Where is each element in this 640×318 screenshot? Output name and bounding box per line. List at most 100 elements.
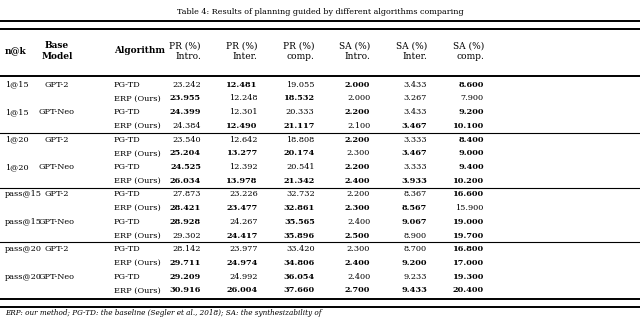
Text: PG-TD: PG-TD <box>114 163 141 171</box>
Text: 8.400: 8.400 <box>458 135 484 144</box>
Text: 12.481: 12.481 <box>227 81 258 89</box>
Text: pass@15: pass@15 <box>5 218 42 226</box>
Text: SA (%)
Inter.: SA (%) Inter. <box>396 41 427 61</box>
Text: 3.333: 3.333 <box>403 135 427 144</box>
Text: 29.209: 29.209 <box>170 273 201 281</box>
Text: 24.384: 24.384 <box>172 122 201 130</box>
Text: 29.711: 29.711 <box>170 259 201 267</box>
Text: 15.900: 15.900 <box>456 204 484 212</box>
Text: 28.142: 28.142 <box>172 245 201 253</box>
Text: PG-TD: PG-TD <box>114 135 141 144</box>
Text: 1@15: 1@15 <box>5 108 29 116</box>
Text: n@k: n@k <box>5 46 27 55</box>
Text: 17.000: 17.000 <box>453 259 484 267</box>
Text: 8.600: 8.600 <box>458 81 484 89</box>
Text: 23.540: 23.540 <box>172 135 201 144</box>
Text: 18.808: 18.808 <box>286 135 315 144</box>
Text: ERP (Ours): ERP (Ours) <box>114 149 161 157</box>
Text: PR (%)
comp.: PR (%) comp. <box>283 41 315 61</box>
Text: 2.700: 2.700 <box>345 287 370 294</box>
Text: 3.467: 3.467 <box>401 149 427 157</box>
Text: 2.400: 2.400 <box>347 273 370 281</box>
Text: 21.342: 21.342 <box>284 177 315 185</box>
Text: 20.400: 20.400 <box>453 287 484 294</box>
Text: PR (%)
Inter.: PR (%) Inter. <box>227 41 258 61</box>
Text: 19.055: 19.055 <box>286 81 315 89</box>
Text: 24.974: 24.974 <box>227 259 258 267</box>
Text: SA (%)
comp.: SA (%) comp. <box>452 41 484 61</box>
Text: PG-TD: PG-TD <box>114 273 141 281</box>
Text: 24.417: 24.417 <box>227 232 258 240</box>
Text: pass@20: pass@20 <box>5 245 42 253</box>
Text: 27.873: 27.873 <box>172 190 201 198</box>
Text: 23.477: 23.477 <box>227 204 258 212</box>
Text: 12.301: 12.301 <box>229 108 258 116</box>
Text: 10.100: 10.100 <box>452 122 484 130</box>
Text: 36.054: 36.054 <box>284 273 315 281</box>
Text: PG-TD: PG-TD <box>114 218 141 226</box>
Text: 2.000: 2.000 <box>345 81 370 89</box>
Text: 2.400: 2.400 <box>347 218 370 226</box>
Text: 18.532: 18.532 <box>284 94 315 102</box>
Text: 20.333: 20.333 <box>286 108 315 116</box>
Text: GPT-Neo: GPT-Neo <box>39 163 75 171</box>
Text: 19.700: 19.700 <box>452 232 484 240</box>
Text: 9.067: 9.067 <box>401 218 427 226</box>
Text: 23.977: 23.977 <box>229 245 258 253</box>
Text: PR (%)
Intro.: PR (%) Intro. <box>170 41 201 61</box>
Text: SA (%)
Intro.: SA (%) Intro. <box>339 41 370 61</box>
Text: 2.100: 2.100 <box>347 122 370 130</box>
Text: 8.700: 8.700 <box>404 245 427 253</box>
Text: 37.660: 37.660 <box>284 287 315 294</box>
Text: 2.400: 2.400 <box>345 259 370 267</box>
Text: 8.900: 8.900 <box>404 232 427 240</box>
Text: 2.200: 2.200 <box>345 135 370 144</box>
Text: 28.421: 28.421 <box>170 204 201 212</box>
Text: 2.200: 2.200 <box>347 190 370 198</box>
Text: 23.242: 23.242 <box>172 81 201 89</box>
Text: 26.034: 26.034 <box>170 177 201 185</box>
Text: 1@15: 1@15 <box>5 81 29 89</box>
Text: Table 4: Results of planning guided by different algorithms comparing: Table 4: Results of planning guided by d… <box>177 8 463 16</box>
Text: ERP (Ours): ERP (Ours) <box>114 259 161 267</box>
Text: 20.174: 20.174 <box>284 149 315 157</box>
Text: 26.004: 26.004 <box>227 287 258 294</box>
Text: 2.200: 2.200 <box>345 108 370 116</box>
Text: 3.267: 3.267 <box>404 94 427 102</box>
Text: 33.420: 33.420 <box>286 245 315 253</box>
Text: 28.928: 28.928 <box>170 218 201 226</box>
Text: 24.399: 24.399 <box>170 108 201 116</box>
Text: 2.300: 2.300 <box>347 149 370 157</box>
Text: 8.567: 8.567 <box>402 204 427 212</box>
Text: 35.896: 35.896 <box>284 232 315 240</box>
Text: 13.277: 13.277 <box>227 149 258 157</box>
Text: 9.200: 9.200 <box>401 259 427 267</box>
Text: GPT-2: GPT-2 <box>45 245 69 253</box>
Text: 12.490: 12.490 <box>227 122 258 130</box>
Text: 10.200: 10.200 <box>453 177 484 185</box>
Text: Base
Model: Base Model <box>41 41 72 61</box>
Text: 13.978: 13.978 <box>227 177 258 185</box>
Text: 2.400: 2.400 <box>345 177 370 185</box>
Text: 32.732: 32.732 <box>286 190 315 198</box>
Text: 21.117: 21.117 <box>284 122 315 130</box>
Text: 34.806: 34.806 <box>284 259 315 267</box>
Text: 24.992: 24.992 <box>229 273 258 281</box>
Text: pass@20: pass@20 <box>5 273 42 281</box>
Text: 9.000: 9.000 <box>458 149 484 157</box>
Text: GPT-Neo: GPT-Neo <box>39 108 75 116</box>
Text: 2.000: 2.000 <box>347 94 370 102</box>
Text: ERP (Ours): ERP (Ours) <box>114 204 161 212</box>
Text: 30.916: 30.916 <box>170 287 201 294</box>
Text: 19.000: 19.000 <box>452 218 484 226</box>
Text: 16.800: 16.800 <box>453 245 484 253</box>
Text: GPT-Neo: GPT-Neo <box>39 218 75 226</box>
Text: ERP: our method; PG-TD: the baseline (Segler et al., 2018); SA: the synthesizabi: ERP: our method; PG-TD: the baseline (Se… <box>5 309 321 317</box>
Text: 7.900: 7.900 <box>461 94 484 102</box>
Text: ERP (Ours): ERP (Ours) <box>114 287 161 294</box>
Text: 23.955: 23.955 <box>170 94 201 102</box>
Text: 29.302: 29.302 <box>172 232 201 240</box>
Text: 3.333: 3.333 <box>403 163 427 171</box>
Text: GPT-Neo: GPT-Neo <box>39 273 75 281</box>
Text: 1@20: 1@20 <box>5 163 29 171</box>
